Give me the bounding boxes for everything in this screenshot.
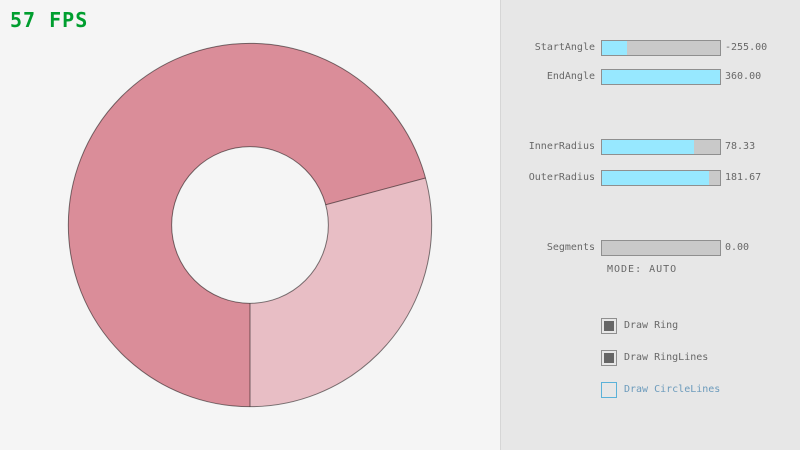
segments-value: 0.00 — [725, 242, 750, 253]
segments-label: Segments — [546, 242, 595, 253]
fps-counter: 57 FPS — [10, 8, 89, 32]
slider-row-segments: Segments 0.00 — [501, 240, 800, 256]
end-angle-slider[interactable] — [601, 69, 721, 85]
inner-radius-value: 78.33 — [725, 141, 756, 152]
outer-radius-slider[interactable] — [601, 170, 721, 186]
slider-row-start-angle: StartAngle -255.00 — [501, 40, 800, 56]
draw-ring-checkbox-label: Draw Ring — [624, 320, 679, 331]
inner-radius-slider-fill — [602, 140, 695, 154]
draw-circle-lines-checkbox-label: Draw CircleLines — [624, 384, 721, 395]
draw-ring-checkbox[interactable] — [601, 318, 617, 334]
draw-ring-lines-checkbox[interactable] — [601, 350, 617, 366]
slider-row-inner-radius: InnerRadius 78.33 — [501, 139, 800, 155]
inner-radius-slider[interactable] — [601, 139, 721, 155]
draw-ring-lines-checkbox-label: Draw RingLines — [624, 352, 709, 363]
checkbox-checkmark — [604, 353, 614, 363]
controls-panel: StartAngle -255.00 EndAngle 360.00 Inner… — [500, 0, 800, 450]
checkbox-checkmark — [604, 385, 614, 395]
end-angle-value: 360.00 — [725, 71, 762, 82]
start-angle-slider-fill — [602, 41, 627, 55]
outer-radius-value: 181.67 — [725, 172, 762, 183]
end-angle-label: EndAngle — [546, 71, 595, 82]
start-angle-label: StartAngle — [534, 42, 595, 53]
end-angle-slider-fill — [602, 70, 720, 84]
start-angle-value: -255.00 — [725, 42, 768, 53]
slider-row-end-angle: EndAngle 360.00 — [501, 69, 800, 85]
segments-slider[interactable] — [601, 240, 721, 256]
outer-radius-label: OuterRadius — [528, 172, 595, 183]
checkbox-checkmark — [604, 321, 614, 331]
mode-label: MODE: AUTO — [607, 264, 678, 275]
start-angle-slider[interactable] — [601, 40, 721, 56]
inner-radius-label: InnerRadius — [528, 141, 595, 152]
outer-radius-slider-fill — [602, 171, 710, 185]
draw-circle-lines-checkbox[interactable] — [601, 382, 617, 398]
slider-row-outer-radius: OuterRadius 181.67 — [501, 170, 800, 186]
donut-ring-chart — [67, 42, 433, 408]
